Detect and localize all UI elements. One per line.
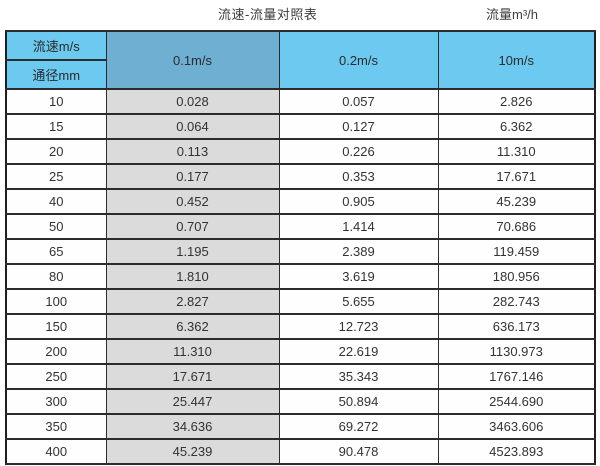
flow-value-cell: 45.239 bbox=[105, 438, 280, 465]
flow-value-cell: 6.362 bbox=[105, 313, 280, 340]
flow-value-cell: 50.894 bbox=[278, 388, 439, 415]
diameter-cell: 150 bbox=[5, 313, 107, 340]
flow-value-cell: 0.353 bbox=[278, 163, 439, 190]
flow-value-cell: 0.177 bbox=[105, 163, 280, 190]
flow-value-cell: 0.452 bbox=[105, 188, 280, 215]
diameter-cell: 10 bbox=[5, 88, 107, 115]
table-title: 流速-流量对照表 bbox=[218, 7, 318, 22]
table-row: 100 2.827 5.655 282.743 bbox=[5, 288, 596, 315]
table-row: 10 0.028 0.057 2.826 bbox=[5, 88, 596, 115]
flow-value-cell: 69.272 bbox=[278, 413, 439, 440]
header-row-diameter: 通径mm bbox=[5, 59, 595, 90]
flow-value-cell: 2.389 bbox=[278, 238, 439, 265]
flow-value-cell: 17.671 bbox=[437, 163, 596, 190]
diameter-cell: 15 bbox=[5, 113, 107, 140]
flow-value-cell: 22.619 bbox=[278, 338, 439, 365]
flow-value-cell: 2.826 bbox=[437, 88, 596, 115]
column-header-0-1ms: 0.1m/s bbox=[105, 30, 280, 90]
flow-value-cell: 45.239 bbox=[437, 188, 596, 215]
flow-value-cell: 3463.606 bbox=[437, 413, 596, 440]
column-header-10ms: 10m/s bbox=[437, 30, 596, 90]
table-row: 80 1.810 3.619 180.956 bbox=[5, 263, 596, 290]
flow-unit-label: 流量m³/h bbox=[486, 7, 539, 22]
table-row: 65 1.195 2.389 119.459 bbox=[5, 238, 596, 265]
diameter-cell: 65 bbox=[5, 238, 107, 265]
flow-value-cell: 1130.973 bbox=[437, 338, 596, 365]
flow-value-cell: 3.619 bbox=[278, 263, 439, 290]
flow-value-cell: 0.226 bbox=[278, 138, 439, 165]
flow-value-cell: 0.064 bbox=[105, 113, 280, 140]
column-header-0-2ms: 0.2m/s bbox=[278, 30, 439, 90]
diameter-cell: 20 bbox=[5, 138, 107, 165]
flow-value-cell: 1.810 bbox=[105, 263, 280, 290]
table-row: 40 0.452 0.905 45.239 bbox=[5, 188, 596, 215]
diameter-cell: 350 bbox=[5, 413, 107, 440]
diameter-cell: 300 bbox=[5, 388, 107, 415]
flow-value-cell: 25.447 bbox=[105, 388, 280, 415]
velocity-flow-table: 流速m/s 0.1m/s 0.2m/s 10m/s 通径mm 10 0.028 … bbox=[5, 30, 596, 465]
titles-bar: 流速-流量对照表 流量m³/h bbox=[0, 0, 600, 30]
flow-value-cell: 90.478 bbox=[278, 438, 439, 465]
diameter-cell: 200 bbox=[5, 338, 107, 365]
table-row: 150 6.362 12.723 636.173 bbox=[5, 313, 596, 340]
flow-value-cell: 34.636 bbox=[105, 413, 280, 440]
flow-value-cell: 0.127 bbox=[278, 113, 439, 140]
flow-value-cell: 1.414 bbox=[278, 213, 439, 240]
table-body: 10 0.028 0.057 2.826 15 0.064 0.127 6.36… bbox=[5, 88, 596, 465]
flow-value-cell: 0.905 bbox=[278, 188, 439, 215]
diameter-cell: 250 bbox=[5, 363, 107, 390]
flow-value-cell: 35.343 bbox=[278, 363, 439, 390]
flow-value-cell: 0.113 bbox=[105, 138, 280, 165]
flow-value-cell: 282.743 bbox=[437, 288, 596, 315]
table-row: 50 0.707 1.414 70.686 bbox=[5, 213, 596, 240]
table-header: 流速m/s 0.1m/s 0.2m/s 10m/s 通径mm bbox=[5, 30, 596, 90]
table-row: 300 25.447 50.894 2544.690 bbox=[5, 388, 596, 415]
flow-value-cell: 180.956 bbox=[437, 263, 596, 290]
flow-value-cell: 0.028 bbox=[105, 88, 280, 115]
flow-value-cell: 4523.893 bbox=[437, 438, 596, 465]
diameter-cell: 40 bbox=[5, 188, 107, 215]
table-row: 20 0.113 0.226 11.310 bbox=[5, 138, 596, 165]
flow-value-cell: 0.707 bbox=[105, 213, 280, 240]
flow-value-cell: 2.827 bbox=[105, 288, 280, 315]
flow-value-cell: 11.310 bbox=[105, 338, 280, 365]
corner-diameter-label: 通径mm bbox=[5, 59, 107, 90]
table-row: 350 34.636 69.272 3463.606 bbox=[5, 413, 596, 440]
table-row: 250 17.671 35.343 1767.146 bbox=[5, 363, 596, 390]
flow-value-cell: 636.173 bbox=[437, 313, 596, 340]
flow-value-cell: 1.195 bbox=[105, 238, 280, 265]
flow-value-cell: 5.655 bbox=[278, 288, 439, 315]
diameter-cell: 100 bbox=[5, 288, 107, 315]
diameter-cell: 50 bbox=[5, 213, 107, 240]
table-row: 200 11.310 22.619 1130.973 bbox=[5, 338, 596, 365]
diameter-cell: 400 bbox=[5, 438, 107, 465]
flow-value-cell: 6.362 bbox=[437, 113, 596, 140]
corner-velocity-label: 流速m/s bbox=[5, 30, 107, 61]
diameter-cell: 25 bbox=[5, 163, 107, 190]
table-row: 15 0.064 0.127 6.362 bbox=[5, 113, 596, 140]
flow-value-cell: 17.671 bbox=[105, 363, 280, 390]
flow-value-cell: 2544.690 bbox=[437, 388, 596, 415]
flow-value-cell: 12.723 bbox=[278, 313, 439, 340]
flow-value-cell: 0.057 bbox=[278, 88, 439, 115]
flow-value-cell: 11.310 bbox=[437, 138, 596, 165]
flow-value-cell: 119.459 bbox=[437, 238, 596, 265]
table-row: 25 0.177 0.353 17.671 bbox=[5, 163, 596, 190]
header-row-velocity: 流速m/s 0.1m/s 0.2m/s 10m/s bbox=[5, 30, 596, 90]
flow-value-cell: 70.686 bbox=[437, 213, 596, 240]
diameter-cell: 80 bbox=[5, 263, 107, 290]
table-row: 400 45.239 90.478 4523.893 bbox=[5, 438, 596, 465]
flow-value-cell: 1767.146 bbox=[437, 363, 596, 390]
